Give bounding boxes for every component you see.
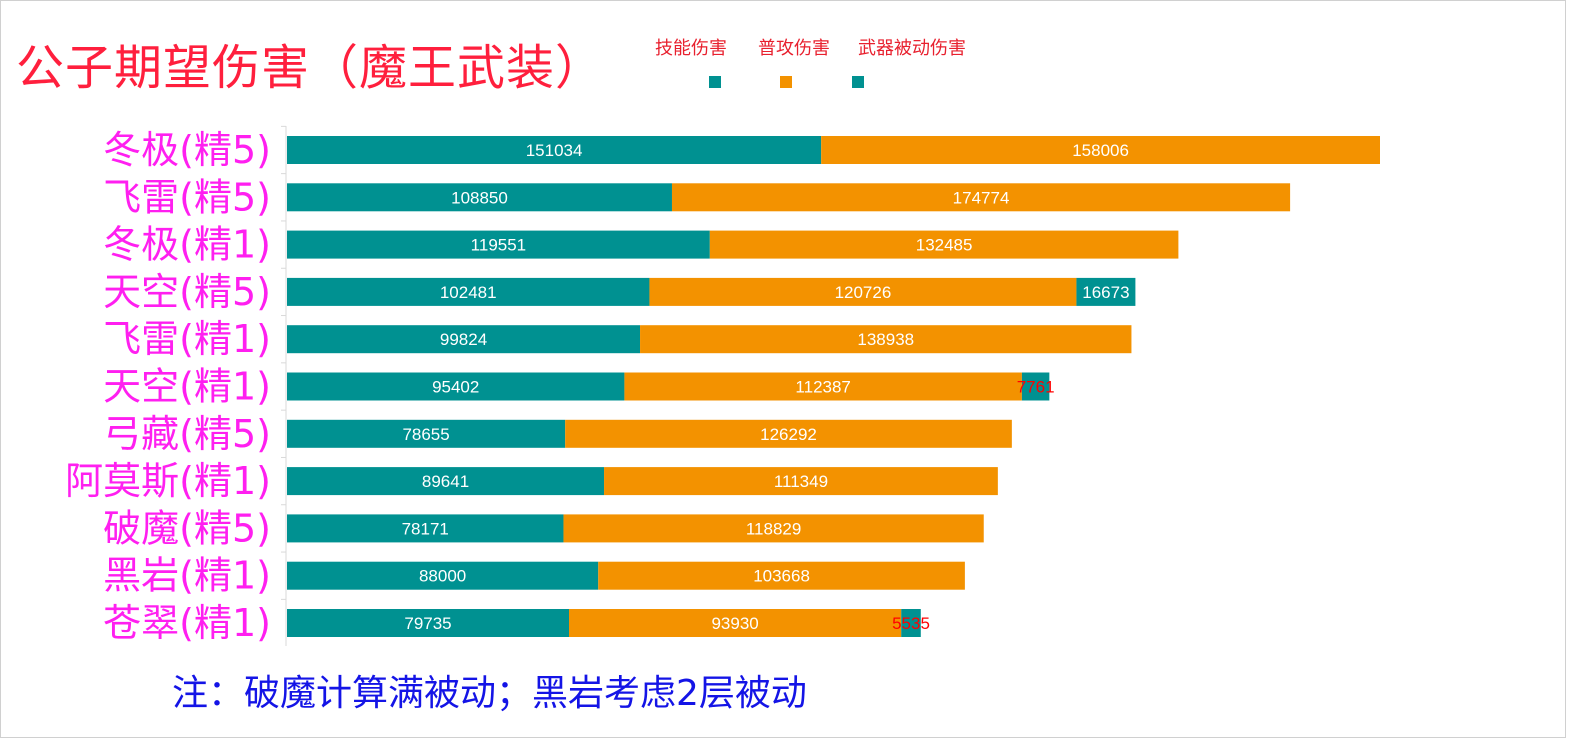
- bar-segment: [287, 372, 625, 401]
- data-label: 120726: [835, 283, 892, 302]
- bar-segment: [287, 467, 605, 496]
- legend-label-passive: 武器被动伤害: [858, 38, 966, 59]
- data-label: 102481: [440, 283, 497, 302]
- data-label: 7761: [1017, 378, 1055, 397]
- data-label: 16673: [1082, 283, 1129, 302]
- bar-segment: [1076, 277, 1136, 306]
- data-label: 119551: [471, 236, 526, 255]
- footnote: 注：破魔计算满被动；黑岩考虑2层被动: [172, 673, 807, 714]
- data-label: 5535: [892, 614, 930, 633]
- bar-segment: [671, 183, 1291, 212]
- data-label: 174774: [953, 188, 1010, 207]
- bar-segment: [287, 183, 672, 212]
- bar-segment: [901, 609, 921, 637]
- category-label: 飞雷(精1): [103, 317, 271, 361]
- bar-segment: [287, 277, 650, 306]
- category-label: 阿莫斯(精1): [65, 459, 271, 503]
- bar-segment: [624, 372, 1022, 401]
- data-label: 78655: [402, 425, 449, 444]
- category-label: 冬极(精5): [103, 128, 271, 172]
- data-label: 79735: [404, 614, 451, 633]
- category-label: 天空(精5): [103, 270, 271, 314]
- bar-segment: [287, 561, 599, 590]
- bar-segment: [565, 419, 1012, 448]
- bar-segment: [604, 467, 998, 496]
- bar-segment: [287, 230, 710, 259]
- bar-segment: [287, 609, 570, 637]
- category-label: 破魔(精5): [103, 506, 271, 550]
- bar-segment: [287, 419, 566, 448]
- category-label: 黑岩(精1): [103, 554, 271, 598]
- legend-label-skill: 技能伤害: [655, 38, 727, 59]
- legend-swatch-passive: [852, 76, 864, 88]
- data-label: 89641: [422, 472, 469, 491]
- data-label: 118829: [746, 519, 801, 538]
- category-label: 弓藏(精5): [103, 412, 271, 456]
- data-label: 88000: [419, 567, 466, 586]
- bar-segment: [709, 230, 1179, 259]
- legend-label-normal: 普攻伤害: [758, 38, 830, 59]
- data-label: 151034: [526, 141, 583, 160]
- bar-segment: [287, 325, 641, 354]
- bar-segment: [821, 136, 1380, 164]
- bar-segment: [563, 514, 984, 543]
- data-label: 158006: [1072, 141, 1129, 160]
- bar-segment: [598, 561, 965, 590]
- legend-swatch-normal: [780, 76, 792, 88]
- bar-segment: [287, 514, 564, 543]
- data-label: 103668: [753, 567, 810, 586]
- data-label: 132485: [916, 236, 973, 255]
- bar-segment: [1021, 372, 1050, 401]
- bar-segment: [649, 277, 1077, 306]
- bar-segment: [640, 325, 1132, 354]
- category-label: 天空(精1): [103, 365, 271, 409]
- category-label: 苍翠(精1): [103, 601, 271, 645]
- chart-title: 公子期望伤害（魔王武装）: [16, 40, 605, 96]
- bar-segment: [569, 609, 902, 637]
- legend: 技能伤害 普攻伤害 武器被动伤害: [655, 34, 995, 94]
- data-label: 108850: [451, 188, 508, 207]
- data-label: 126292: [760, 425, 817, 444]
- bar-segment: [287, 136, 822, 164]
- category-label: 冬极(精1): [103, 223, 271, 267]
- data-label: 78171: [402, 519, 449, 538]
- data-label: 112387: [795, 378, 850, 397]
- data-label: 111349: [774, 472, 828, 491]
- legend-swatch-skill: [709, 76, 721, 88]
- data-label: 138938: [857, 330, 914, 349]
- data-label: 95402: [432, 378, 479, 397]
- data-label: 93930: [711, 614, 758, 633]
- category-label: 飞雷(精5): [103, 175, 271, 219]
- data-label: 99824: [440, 330, 487, 349]
